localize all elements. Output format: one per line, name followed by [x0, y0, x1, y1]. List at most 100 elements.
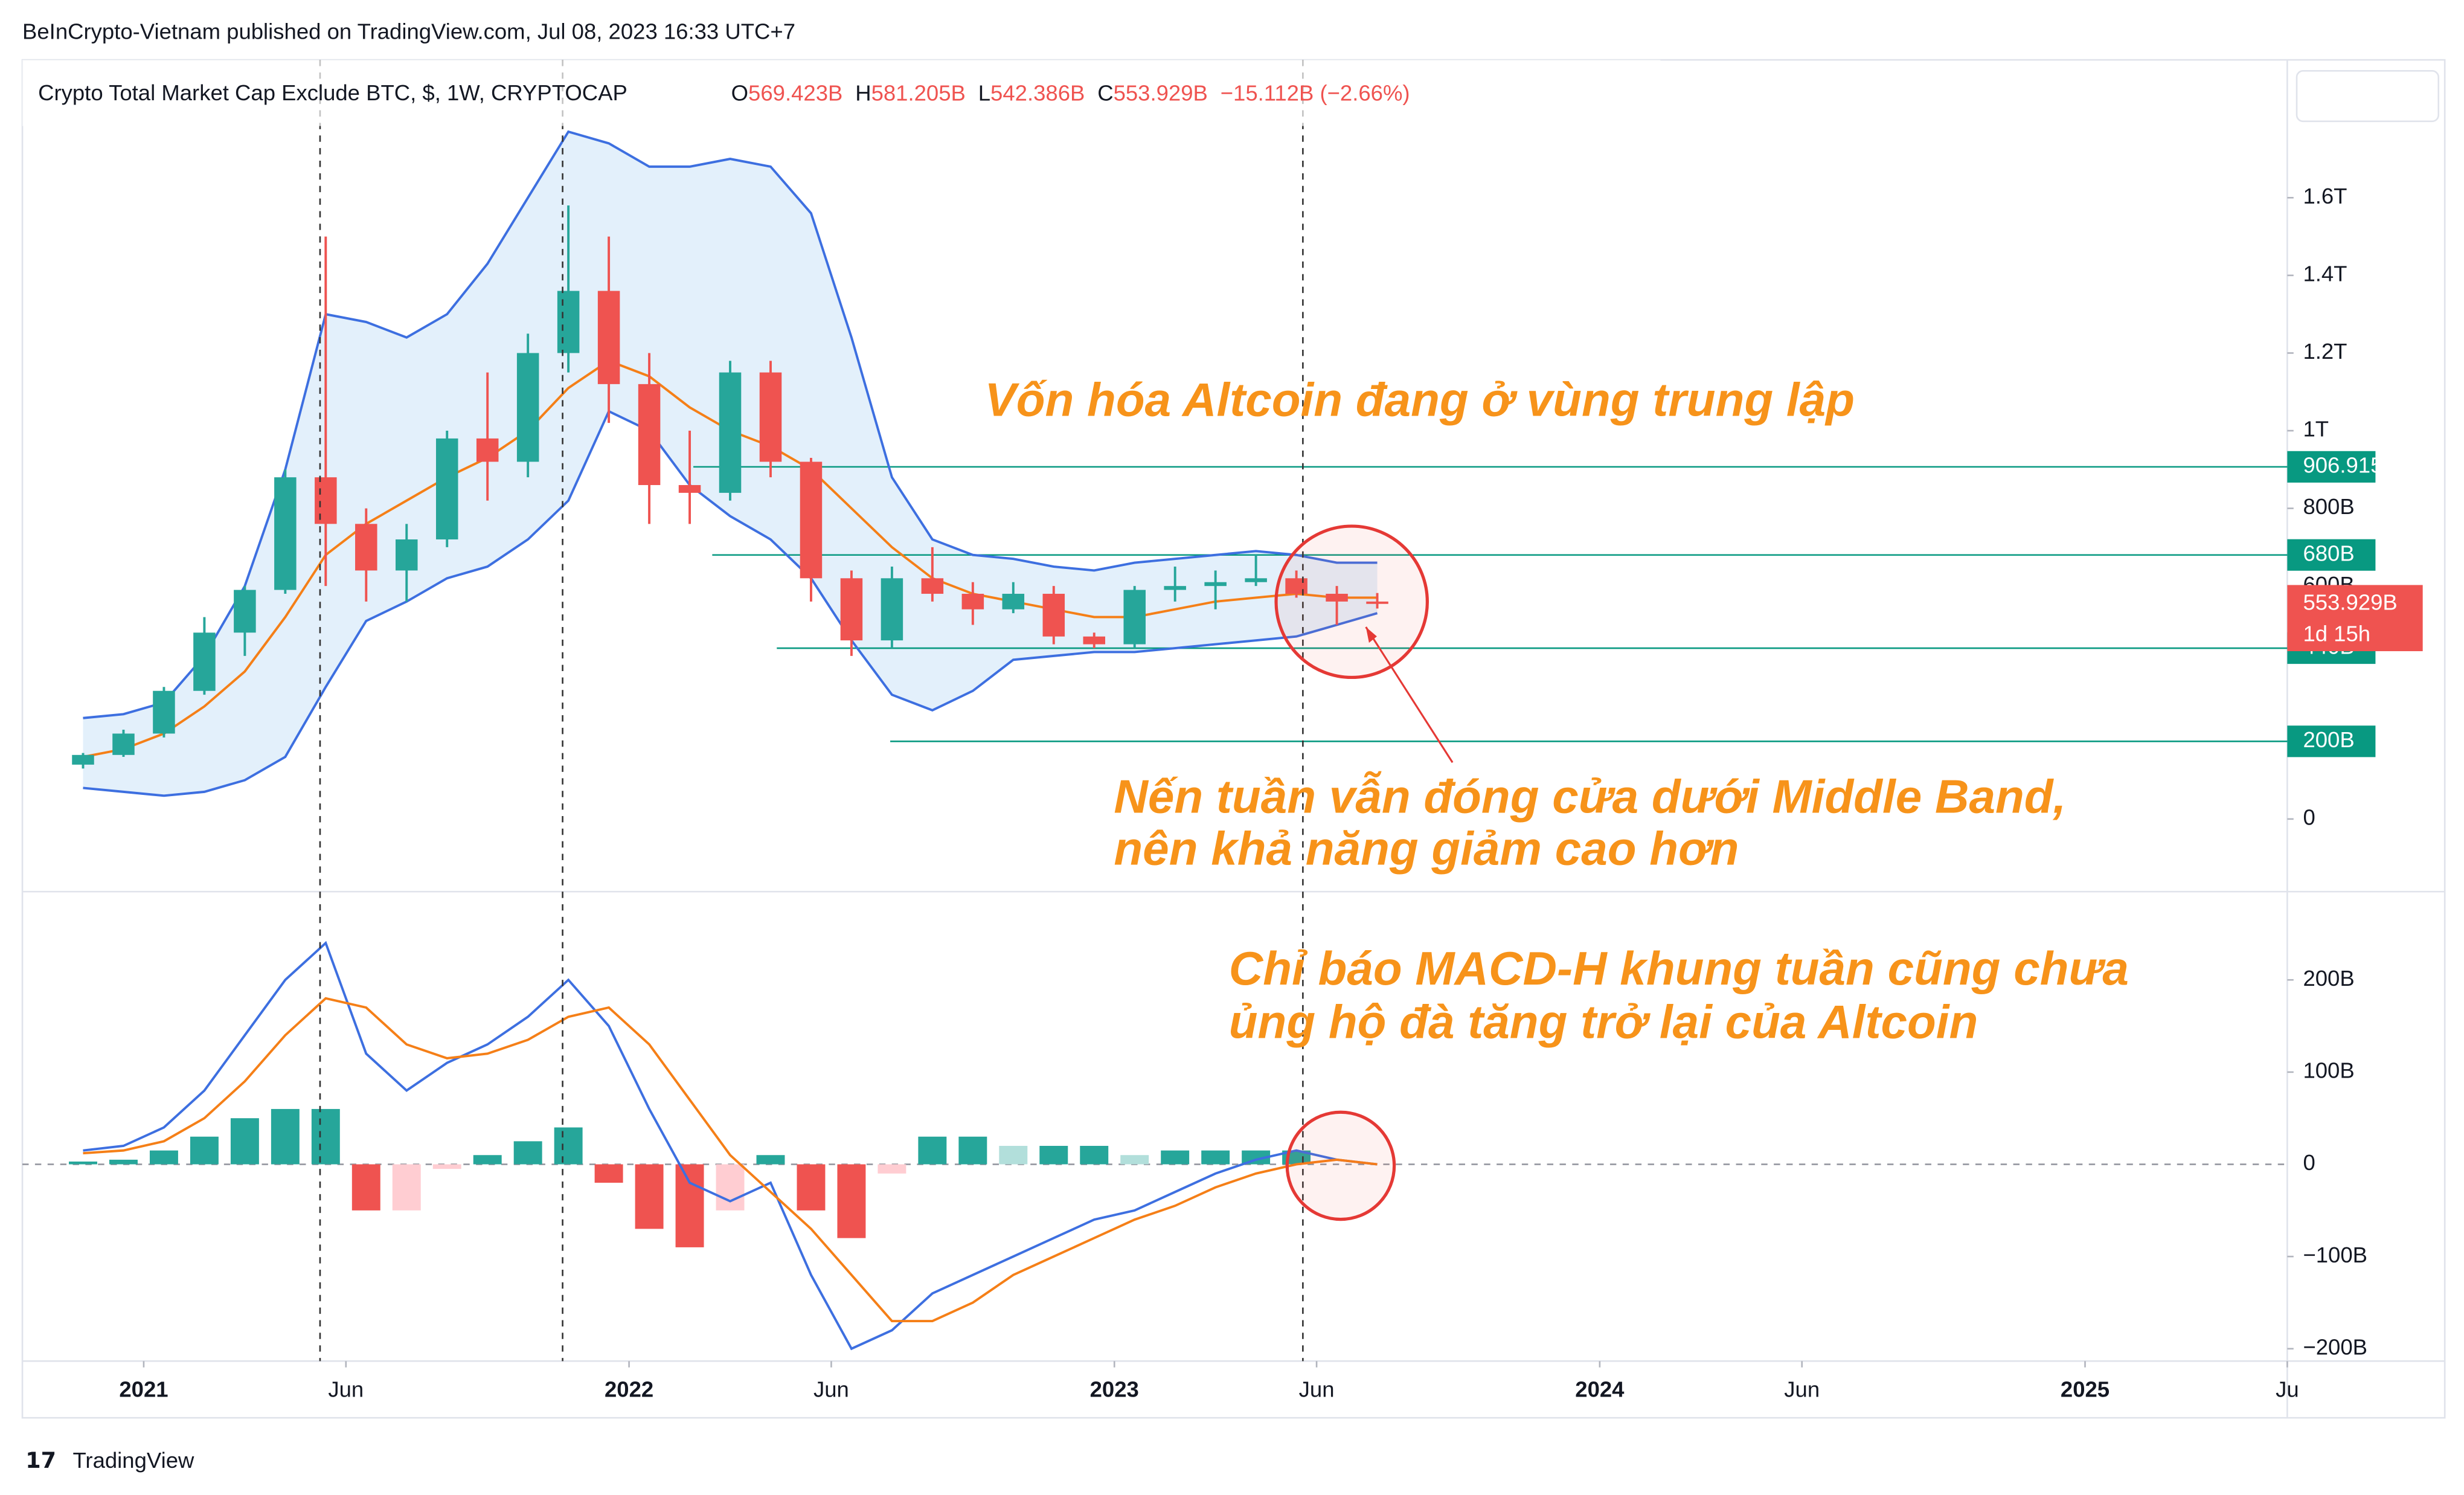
symbol-title: Crypto Total Market Cap Exclude BTC, $, … — [38, 80, 627, 105]
highlight-circle — [1274, 524, 1429, 680]
x-tick-label: Ju — [2276, 1377, 2299, 1402]
candle-body — [1326, 594, 1348, 602]
candle-body — [638, 384, 661, 486]
histogram-bar — [351, 1164, 380, 1210]
bollinger-line — [83, 130, 1378, 719]
candle-body — [840, 578, 863, 641]
candle-body — [800, 461, 823, 579]
y-tick-label: 0 — [2303, 805, 2315, 830]
candle-body — [921, 578, 944, 594]
macd-line — [83, 940, 1378, 1351]
y-tick-label: 100B — [2303, 1058, 2354, 1083]
candle-body — [396, 539, 418, 571]
histogram-bar — [1201, 1150, 1230, 1165]
candle-body — [1285, 578, 1307, 594]
histogram-bar — [635, 1164, 664, 1229]
histogram-bar — [837, 1164, 866, 1238]
histogram-bar — [69, 1161, 97, 1165]
scale-button[interactable] — [2296, 70, 2440, 123]
level-badge — [2287, 725, 2376, 757]
ohlc-value: 569.423B — [748, 80, 842, 105]
countdown: 1d 15h — [2303, 622, 2370, 646]
histogram-bar — [675, 1164, 704, 1247]
level-label: 200B — [2303, 727, 2354, 752]
y-tick-label: 1.4T — [2303, 262, 2347, 286]
ohlc-value: 553.929B — [1114, 80, 1208, 105]
annotation: ủng hộ đà tăng trở lại của Altcoin — [1229, 995, 1978, 1048]
candle-body — [1245, 578, 1267, 582]
histogram-bar — [109, 1159, 138, 1165]
histogram-bar — [271, 1108, 300, 1165]
footer-brand: TradingView — [73, 1448, 194, 1473]
candle-body — [112, 733, 135, 755]
histogram-bar — [1039, 1146, 1068, 1165]
histogram-bar — [473, 1155, 502, 1165]
candle-body — [961, 594, 984, 609]
histogram-bar — [1161, 1150, 1190, 1165]
candle-body — [678, 485, 701, 493]
candle-body — [193, 632, 216, 691]
histogram-bar — [877, 1164, 906, 1174]
candle-body — [274, 477, 297, 590]
y-tick-label: 0 — [2303, 1150, 2315, 1175]
highlight-circle — [1285, 1110, 1396, 1221]
candle-body — [1042, 594, 1065, 637]
candle-body — [759, 372, 782, 462]
histogram-bar — [230, 1118, 259, 1165]
y-tick-label: −100B — [2303, 1243, 2367, 1267]
candle-body — [1002, 594, 1025, 609]
bollinger-line — [83, 410, 1378, 797]
x-tick-label: Jun — [1784, 1377, 1820, 1402]
annotation: Nến tuần vẫn đóng cửa dưới Middle Band, — [1114, 770, 2066, 823]
x-tick-label: Jun — [813, 1377, 849, 1402]
x-tick-label: 2021 — [119, 1377, 168, 1402]
histogram-bar — [756, 1155, 785, 1165]
level-label: 906.915B — [2303, 453, 2397, 478]
candle-body — [476, 438, 499, 462]
candle-body — [315, 477, 337, 524]
histogram-bar — [149, 1150, 178, 1165]
y-tick-label: 1T — [2303, 417, 2329, 442]
annotation: Chỉ báo MACD-H khung tuần cũng chưa — [1229, 942, 2129, 995]
y-tick-label: 200B — [2303, 966, 2354, 991]
annotation: Vốn hóa Altcoin đang ở vùng trung lập — [985, 373, 1855, 426]
histogram-bar — [716, 1164, 745, 1210]
y-tick-label: 800B — [2303, 494, 2354, 519]
y-tick-label: 1.2T — [2303, 339, 2347, 364]
histogram-bar — [513, 1141, 542, 1165]
macd-line — [83, 997, 1378, 1322]
y-tick-label: −200B — [2303, 1334, 2367, 1359]
histogram-bar — [311, 1108, 340, 1165]
plot: 0600B800B1T1.2T1.4T1.6T906.915B680B440B2… — [22, 130, 2423, 1402]
candle-body — [719, 372, 742, 493]
x-tick-label: 2023 — [1090, 1377, 1139, 1402]
candle-body — [1164, 586, 1186, 590]
histogram-bar — [392, 1164, 421, 1210]
candle-body — [153, 690, 175, 734]
histogram-bar — [1120, 1155, 1149, 1165]
change: −15.112B (−2.66%) — [1221, 80, 1410, 105]
candle-body — [355, 524, 377, 571]
histogram-bar — [190, 1136, 219, 1165]
histogram-bar — [594, 1164, 623, 1183]
level-badge — [2287, 451, 2376, 483]
x-tick-label: 2022 — [605, 1377, 653, 1402]
ohlc-legend: O569.423B H581.205B L542.386B C553.929B −15.… — [731, 80, 1410, 105]
candle-body — [72, 754, 94, 765]
publish-header: BeInCrypto-Vietnam published on TradingV… — [22, 19, 795, 43]
candle-body — [1123, 590, 1146, 645]
ohlc-key: C — [1097, 80, 1113, 105]
histogram-bar — [1080, 1146, 1109, 1165]
x-tick-label: 2025 — [2061, 1377, 2109, 1402]
candle-body — [597, 291, 620, 384]
x-tick-label: Jun — [328, 1377, 364, 1402]
tv-logo: 𝟭𝟳 — [25, 1448, 56, 1473]
histogram-bar — [797, 1164, 826, 1210]
candle-body — [516, 353, 539, 462]
histogram-bar — [1242, 1150, 1271, 1165]
histogram-bar — [999, 1146, 1028, 1165]
ohlc-value: 581.205B — [871, 80, 966, 105]
ohlc-value: 542.386B — [990, 80, 1085, 105]
